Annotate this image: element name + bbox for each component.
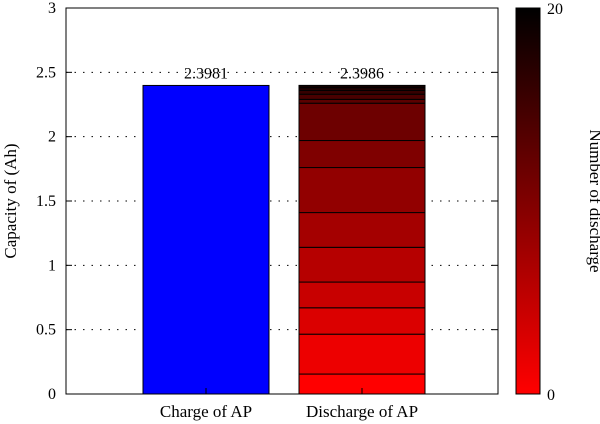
y-tick-label: 3: [48, 0, 56, 17]
grid-lines: [66, 71, 498, 331]
x-tick-label: Discharge of AP: [306, 402, 418, 421]
y-tick-label: 2.5: [36, 64, 56, 81]
bars: 2.3981 2.3986: [142, 65, 426, 395]
colorbar-min-label: 0: [547, 387, 555, 404]
plot-frame: [65, 7, 499, 395]
bar-value-label: 2.3986: [340, 65, 384, 82]
y-tick-label: 0: [48, 386, 56, 403]
discharge-bar-segment: [298, 102, 426, 142]
x-tick-label: Charge of AP: [160, 402, 252, 421]
y-axis-label: Capacity of (Ah): [1, 143, 20, 258]
discharge-bar-segment: [298, 333, 426, 375]
colorbar-gradient: [515, 7, 541, 395]
colorbar-max-label: 20: [547, 1, 563, 18]
discharge-bar-segment: [298, 246, 426, 283]
discharge-bar-segment: [298, 281, 426, 309]
discharge-bar-segment: [298, 140, 426, 169]
bar-value-label: 2.3981: [184, 65, 228, 82]
discharge-bar-segment: [298, 98, 426, 104]
colorbar-label: Number of discharge: [586, 129, 600, 272]
discharge-bar-segment: [298, 93, 426, 100]
y-tick-label: 1.5: [36, 193, 56, 210]
discharge-bar-segment: [298, 212, 426, 248]
x-axis-ticks: Charge of AP Discharge of AP: [160, 388, 418, 421]
discharge-bar-segment: [298, 89, 426, 95]
y-tick-label: 1: [48, 257, 56, 274]
discharge-bar-segment: [298, 167, 426, 214]
y-axis-ticks: 0 0.5 1 1.5 2 2.5 3: [36, 0, 498, 403]
discharge-bar-segment: [298, 307, 426, 335]
colorbar: 20 0 Number of discharge: [515, 1, 600, 404]
y-tick-label: 2: [48, 129, 56, 146]
charge-bar: [142, 84, 270, 395]
discharge-bar-segment: [298, 84, 426, 89]
y-tick-label: 0.5: [36, 322, 56, 339]
